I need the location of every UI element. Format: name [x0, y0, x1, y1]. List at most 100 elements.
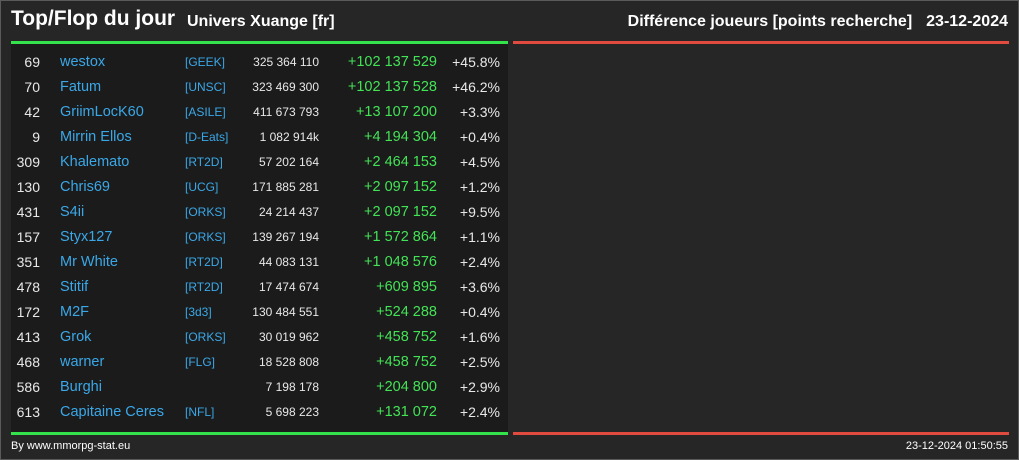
- player-points: 139 267 194: [252, 230, 319, 244]
- points-difference: +131 072: [376, 404, 437, 420]
- table-row: 413 Grok [ORKS] 30 019 962 +458 752 +1.6%: [11, 325, 508, 350]
- points-difference: +1 048 576: [364, 254, 437, 270]
- player-name[interactable]: S4ii: [60, 204, 85, 220]
- player-name[interactable]: Khalemato: [60, 154, 130, 170]
- points-difference: +458 752: [376, 329, 437, 345]
- player-points: 171 885 281: [252, 180, 319, 194]
- percent-change: +0.4%: [459, 129, 500, 145]
- points-difference: +2 097 152: [364, 204, 437, 220]
- table-row: 431 S4ii [ORKS] 24 214 437 +2 097 152 +9.5%: [11, 200, 508, 225]
- player-rank: 309: [16, 154, 40, 170]
- points-difference: +2 097 152: [364, 179, 437, 195]
- player-points: 130 484 551: [252, 305, 319, 319]
- player-name[interactable]: Mirrin Ellos: [60, 129, 132, 145]
- table-row: 69 westox [GEEK] 325 364 110 +102 137 529 +45…: [11, 50, 508, 75]
- player-points: 411 673 793: [253, 105, 319, 119]
- alliance-tag[interactable]: [RT2D]: [185, 155, 223, 169]
- page-title: Top/Flop du jour: [11, 7, 176, 30]
- table-row: 42 GriimLocK60 [ASILE] 411 673 793 +13 107 2…: [11, 100, 508, 125]
- alliance-tag[interactable]: [ORKS]: [185, 230, 226, 244]
- player-name[interactable]: Chris69: [60, 179, 110, 195]
- player-name[interactable]: Stitif: [60, 279, 89, 295]
- alliance-tag[interactable]: [D-Eats]: [185, 130, 229, 144]
- table-row: 468 warner [FLG] 18 528 808 +458 752 +2.5%: [11, 350, 508, 375]
- alliance-tag[interactable]: [UNSC]: [185, 80, 226, 94]
- player-points: 323 469 300: [252, 80, 319, 94]
- points-difference: +458 752: [376, 354, 437, 370]
- player-rank: 69: [24, 54, 40, 70]
- top-panel-accent-top: [11, 41, 508, 44]
- table-row: 157 Styx127 [ORKS] 139 267 194 +1 572 864 +1.…: [11, 225, 508, 250]
- header-date: 23-12-2024: [926, 13, 1008, 30]
- player-points: 30 019 962: [258, 330, 319, 344]
- table-row: 309 Khalemato [RT2D] 57 202 164 +2 464 153 +4…: [11, 150, 508, 175]
- player-rank: 468: [16, 354, 40, 370]
- percent-change: +2.5%: [459, 354, 500, 370]
- percent-change: +2.4%: [459, 404, 500, 420]
- points-difference: +102 137 528: [347, 79, 437, 95]
- player-rank: 613: [16, 404, 40, 420]
- player-points: 44 083 131: [258, 255, 319, 269]
- points-difference: +204 800: [376, 379, 437, 395]
- player-rank: 351: [16, 254, 40, 270]
- player-name[interactable]: westox: [60, 54, 106, 70]
- player-name[interactable]: Capitaine Ceres: [60, 404, 164, 420]
- alliance-tag[interactable]: [NFL]: [185, 405, 215, 419]
- player-name[interactable]: Burghi: [60, 379, 102, 395]
- points-difference: +1 572 864: [364, 229, 437, 245]
- points-difference: +4 194 304: [364, 129, 437, 145]
- alliance-tag[interactable]: [RT2D]: [185, 280, 223, 294]
- player-rank: 478: [16, 279, 40, 295]
- player-points: 24 214 437: [258, 205, 319, 219]
- flop-panel-accent-top: [513, 41, 1009, 44]
- player-rank: 130: [16, 179, 40, 195]
- percent-change: +46.2%: [452, 79, 500, 95]
- points-difference: +13 107 200: [355, 104, 437, 120]
- alliance-tag[interactable]: [3d3]: [185, 305, 212, 319]
- metric-label: Différence joueurs [points recherche]: [627, 13, 913, 30]
- percent-change: +4.5%: [459, 154, 500, 170]
- player-rank: 70: [24, 79, 40, 95]
- player-rank: 157: [16, 229, 40, 245]
- percent-change: +2.9%: [459, 379, 500, 395]
- alliance-tag[interactable]: [ASILE]: [185, 105, 226, 119]
- alliance-tag[interactable]: [ORKS]: [185, 330, 226, 344]
- table-row: 70 Fatum [UNSC] 323 469 300 +102 137 528 +46.…: [11, 75, 508, 100]
- player-name[interactable]: M2F: [60, 304, 89, 320]
- universe-label: Univers Xuange [fr]: [187, 13, 335, 30]
- player-rank: 431: [16, 204, 40, 220]
- percent-change: +1.6%: [459, 329, 500, 345]
- percent-change: +45.8%: [452, 54, 500, 70]
- percent-change: +2.4%: [459, 254, 500, 270]
- player-name[interactable]: Styx127: [60, 229, 113, 245]
- footer-credit[interactable]: By www.mmorpg-stat.eu: [11, 440, 131, 452]
- flop-panel: [513, 44, 1009, 432]
- player-rank: 42: [24, 104, 40, 120]
- player-rank: 9: [32, 129, 40, 145]
- alliance-tag[interactable]: [ORKS]: [185, 205, 226, 219]
- alliance-tag[interactable]: [GEEK]: [185, 55, 226, 69]
- points-difference: +609 895: [376, 279, 437, 295]
- player-rank: 172: [16, 304, 40, 320]
- player-name[interactable]: Grok: [60, 329, 92, 345]
- flop-panel-accent-bottom: [513, 432, 1009, 435]
- percent-change: +0.4%: [459, 304, 500, 320]
- player-rank: 413: [16, 329, 40, 345]
- alliance-tag[interactable]: [FLG]: [185, 355, 216, 369]
- player-name[interactable]: GriimLocK60: [60, 104, 144, 120]
- player-name[interactable]: Mr White: [60, 254, 118, 270]
- alliance-tag[interactable]: [UCG]: [185, 180, 219, 194]
- table-row: 172 M2F [3d3] 130 484 551 +524 288 +0.4%: [11, 300, 508, 325]
- alliance-tag[interactable]: [RT2D]: [185, 255, 223, 269]
- points-difference: +524 288: [376, 304, 437, 320]
- table-row: 130 Chris69 [UCG] 171 885 281 +2 097 152 +1.2…: [11, 175, 508, 200]
- player-name[interactable]: warner: [60, 354, 105, 370]
- top-panel: 69 westox [GEEK] 325 364 110 +102 137 529 +45…: [11, 44, 508, 432]
- percent-change: +3.3%: [459, 104, 500, 120]
- percent-change: +9.5%: [459, 204, 500, 220]
- player-name[interactable]: Fatum: [60, 79, 102, 95]
- player-points: 5 698 223: [265, 405, 319, 419]
- player-points: 325 364 110: [253, 55, 319, 69]
- header: Top/Flop du jour Univers Xuange [fr] Dif…: [1, 1, 1018, 41]
